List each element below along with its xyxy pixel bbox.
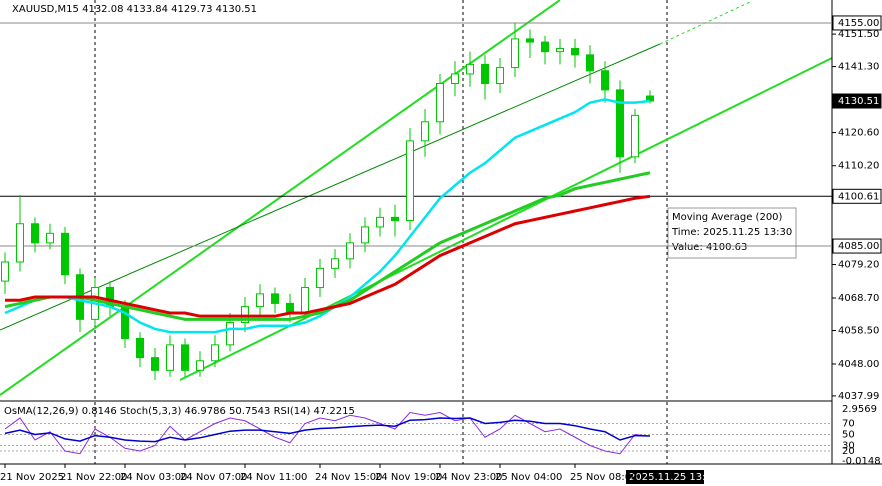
y-tick-label: 50 [842, 430, 855, 441]
osma-min: -0.0148 [842, 456, 881, 467]
candle-body [481, 63, 489, 85]
candle-body [241, 306, 249, 324]
x-tick-label: 24 Nov 23:00 [435, 472, 502, 483]
candle-body [16, 223, 24, 263]
series-line [4, 411, 651, 455]
candle-body [301, 286, 309, 314]
level-label: 4100.61 [838, 191, 879, 202]
y-tick-label: 70 [842, 419, 855, 430]
indicator-title: OsMA(12,26,9) 0.8146 Stoch(5,3,3) 46.978… [4, 406, 355, 417]
chart-title: XAUUSD,M15 4132.08 4133.84 4129.73 4130.… [12, 4, 257, 15]
y-tick-label: 4141.30 [838, 62, 879, 73]
x-tick-label: 21 Nov 22:00 [60, 472, 127, 483]
y-tick-label: 30 [842, 441, 855, 452]
candle-body [556, 47, 564, 53]
candle-body [211, 344, 219, 362]
y-tick-label: 20 [842, 446, 855, 457]
candle-body [331, 258, 339, 269]
candle-body [196, 360, 204, 371]
candle-body [31, 223, 39, 244]
y-tick-label: 4037.99 [838, 391, 879, 402]
level-label: 4085.00 [838, 241, 879, 252]
candle-body [346, 242, 354, 260]
candle-body [1, 261, 9, 282]
tooltip-value: Value: 4100.63 [672, 242, 747, 253]
candle-body [271, 293, 279, 304]
candle-body [136, 337, 144, 359]
y-tick-label: 4079.20 [838, 260, 879, 271]
x-tick-label: 21 Nov 2025 [0, 472, 64, 483]
candle-body [511, 38, 519, 69]
crosshair-label: 2025.11.25 13:45 [629, 472, 718, 483]
y-tick-label: 4151.50 [838, 29, 879, 40]
candle-body [376, 216, 384, 228]
candle-body [226, 322, 234, 346]
level-tag [832, 93, 882, 109]
candle-body [181, 344, 189, 371]
candle-body [361, 226, 369, 244]
x-tick-label: 24 Nov 19:00 [375, 472, 442, 483]
level-label: 4155.00 [838, 18, 879, 29]
series-line [4, 171, 651, 321]
y-tick-label: 4068.70 [838, 293, 879, 304]
series-line [4, 417, 651, 443]
candle-body [601, 70, 609, 91]
candle-body [421, 121, 429, 142]
tooltip [667, 207, 797, 259]
candle-body [586, 54, 594, 72]
tooltip-time: Time: 2025.11.25 13:30 [671, 227, 792, 238]
candle-body [166, 344, 174, 371]
candle-body [616, 89, 624, 158]
level-tag [832, 188, 882, 204]
y-tick-label: 4110.20 [838, 161, 879, 172]
x-tick-label: 25 Nov 08:00 [570, 472, 637, 483]
x-tick-label: 24 Nov 03:00 [120, 472, 187, 483]
series-line [5, 194, 651, 318]
tooltip-name: Moving Average (200) [672, 212, 783, 223]
candle-body [571, 47, 579, 56]
level-label: 4130.51 [838, 96, 879, 107]
candle-body [436, 83, 444, 123]
candle-body [496, 67, 504, 85]
candle-body [526, 38, 534, 43]
x-tick-label: 24 Nov 15:00 [315, 472, 382, 483]
osma-max: 2.9569 [842, 404, 877, 415]
candle-body [391, 216, 399, 222]
candle-body [151, 357, 159, 371]
y-tick-label: 4120.60 [838, 128, 879, 139]
candle-body [451, 73, 459, 85]
candle-body [46, 232, 54, 244]
level-tag [832, 15, 882, 31]
candle-body [256, 293, 264, 308]
candle-body [316, 267, 324, 288]
candle-body [466, 63, 474, 75]
candle-body [406, 140, 414, 222]
y-tick-label: 4058.50 [838, 326, 879, 337]
candle-body [61, 232, 69, 276]
x-tick-label: 24 Nov 07:00 [180, 472, 247, 483]
x-tick-label: 24 Nov 11:00 [240, 472, 307, 483]
y-tick-label: 4048.00 [838, 359, 879, 370]
level-tag [832, 238, 882, 254]
candle-body [541, 41, 549, 53]
candle-body [631, 114, 639, 158]
x-tick-label: 25 Nov 04:00 [495, 472, 562, 483]
crosshair-label-bg [626, 470, 704, 484]
candle-body [646, 95, 654, 102]
